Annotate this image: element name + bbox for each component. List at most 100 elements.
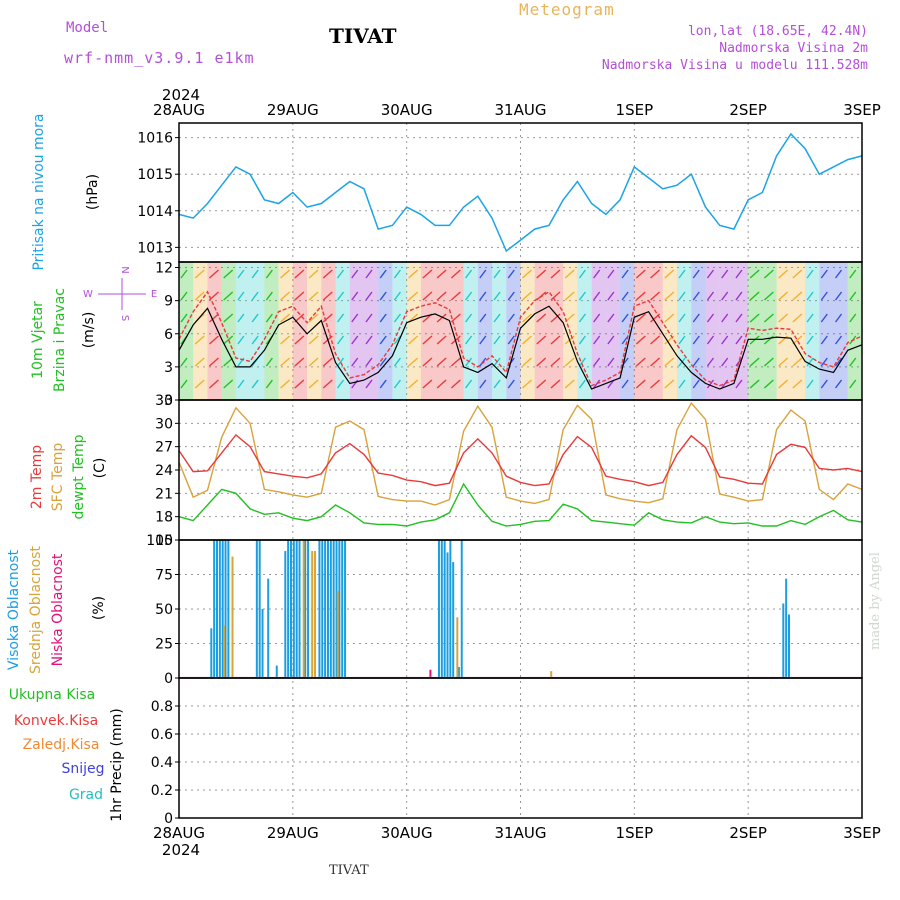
sfc-temp-line [178, 401, 863, 506]
wind-barb [678, 291, 686, 301]
wind-barb [749, 269, 760, 279]
wind-barb [479, 335, 487, 345]
cloud-bar-high [298, 540, 301, 677]
temperature-unit: (C) [92, 458, 108, 479]
wind-barb [820, 269, 828, 279]
y-tick-label: 3 [164, 360, 173, 376]
wind-barb [450, 313, 461, 323]
wind-barb [493, 335, 501, 345]
wind-barb-band [819, 262, 834, 400]
wind-barb [849, 269, 857, 279]
cloud-bar-mid [222, 625, 225, 677]
wind-barb [749, 357, 760, 367]
wind-barb-band [520, 262, 535, 400]
cloud-bar-high [307, 540, 310, 677]
wind-barb [422, 335, 433, 345]
wind-barb [237, 313, 245, 323]
wind-barb [664, 291, 675, 301]
wind-barb [778, 269, 789, 279]
cloud-bar-high [329, 540, 332, 677]
wind-barb [223, 379, 234, 389]
wind-barb-band [378, 262, 393, 400]
wind-barb-band [719, 262, 734, 400]
wind-barb-band [235, 262, 251, 400]
wind-barb [479, 357, 487, 367]
y-tick-label: 24 [155, 463, 173, 479]
year-label-bottom: 2024 [162, 841, 200, 859]
wind-barb [308, 313, 319, 323]
wind-barb [678, 335, 686, 345]
wind-barb-band [264, 262, 279, 400]
wind-barb [692, 357, 700, 367]
cloud-bar-high [341, 540, 344, 677]
y-tick-label: 0.4 [151, 755, 173, 771]
precip-legend-item: Snijeg [61, 761, 104, 777]
wind-barb [351, 313, 359, 323]
wind-barb [849, 291, 857, 301]
wind-barb [536, 269, 547, 279]
wind-barb [479, 269, 487, 279]
wind-barb [308, 335, 319, 345]
wind-barb-band [221, 262, 236, 400]
wind-barb [308, 379, 319, 389]
wind-barb [692, 269, 700, 279]
wind-barb [834, 269, 843, 279]
cloud-bar-high [440, 540, 443, 677]
wind-barb [763, 291, 774, 301]
wind-barb [792, 379, 803, 389]
wind-barb [294, 291, 305, 301]
wind-barb [308, 357, 319, 367]
cloud-bar-high [324, 540, 327, 677]
wind-barb [422, 269, 433, 279]
wind-barb [351, 269, 359, 279]
wind-barb [393, 291, 401, 301]
cloud-bar-mid [456, 617, 459, 677]
cloud-bar-high [210, 628, 213, 677]
wind-barb [223, 269, 234, 279]
wind-barb [678, 379, 686, 389]
wind-barb [251, 269, 259, 279]
y-tick-label: 30 [155, 416, 173, 432]
wind-barb-band [805, 262, 820, 400]
wind-barb [607, 269, 615, 279]
wind-barb [692, 313, 700, 323]
wind-barb [265, 379, 273, 389]
wind-barb [265, 291, 273, 301]
wind-barb-band [776, 262, 791, 400]
y-tick-label: 1013 [137, 240, 173, 256]
compass-north-label: N [119, 266, 130, 273]
wind-barb-band [662, 262, 678, 400]
model-name: wrf-nmm_v3.9.1 e1km [64, 49, 255, 67]
wind-barb [706, 335, 715, 345]
dewpt-axis-title: dewpt Temp [71, 434, 87, 519]
cloud-mid-axis-title: Srednja Oblacnost [28, 546, 44, 674]
cloud-bar-high [446, 552, 449, 677]
cloud-bar-high [261, 609, 264, 677]
wind-barb [849, 357, 857, 367]
station-title: TIVAT [329, 24, 397, 48]
compass-east-label: E [151, 289, 157, 300]
wind-barb [806, 379, 814, 389]
wind-barb [280, 291, 291, 301]
wind-barb [308, 269, 319, 279]
wind-barb [706, 291, 715, 301]
wind-barb [593, 335, 601, 345]
wind-barb [280, 335, 291, 345]
wind-barb [180, 379, 188, 389]
wind-barb [365, 379, 373, 389]
wind-barb [735, 313, 743, 323]
time-tick-label-top: 29AUG [267, 101, 319, 119]
chart-title: Meteogram [519, 0, 615, 19]
cloud-bar-high [326, 540, 329, 677]
wind-barb [820, 335, 828, 345]
wind-barb [393, 335, 401, 345]
wind-barb [280, 269, 291, 279]
wind-barb [650, 269, 661, 279]
wind-barb [550, 313, 561, 323]
wind-barb-band [691, 262, 706, 400]
wind-barb [322, 379, 333, 389]
time-tick-label-bottom: 1SEP [616, 824, 654, 842]
wind-barb [237, 269, 245, 279]
wind-barb [465, 335, 473, 345]
wind-barb [507, 335, 515, 345]
